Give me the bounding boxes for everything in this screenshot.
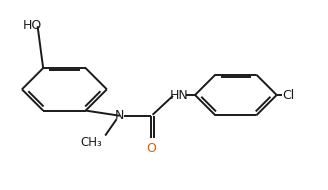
Text: HO: HO: [23, 19, 42, 32]
Text: HN: HN: [169, 89, 188, 101]
Text: N: N: [115, 109, 125, 122]
Text: Cl: Cl: [282, 89, 295, 101]
Text: O: O: [146, 142, 156, 155]
Text: CH₃: CH₃: [80, 136, 102, 150]
